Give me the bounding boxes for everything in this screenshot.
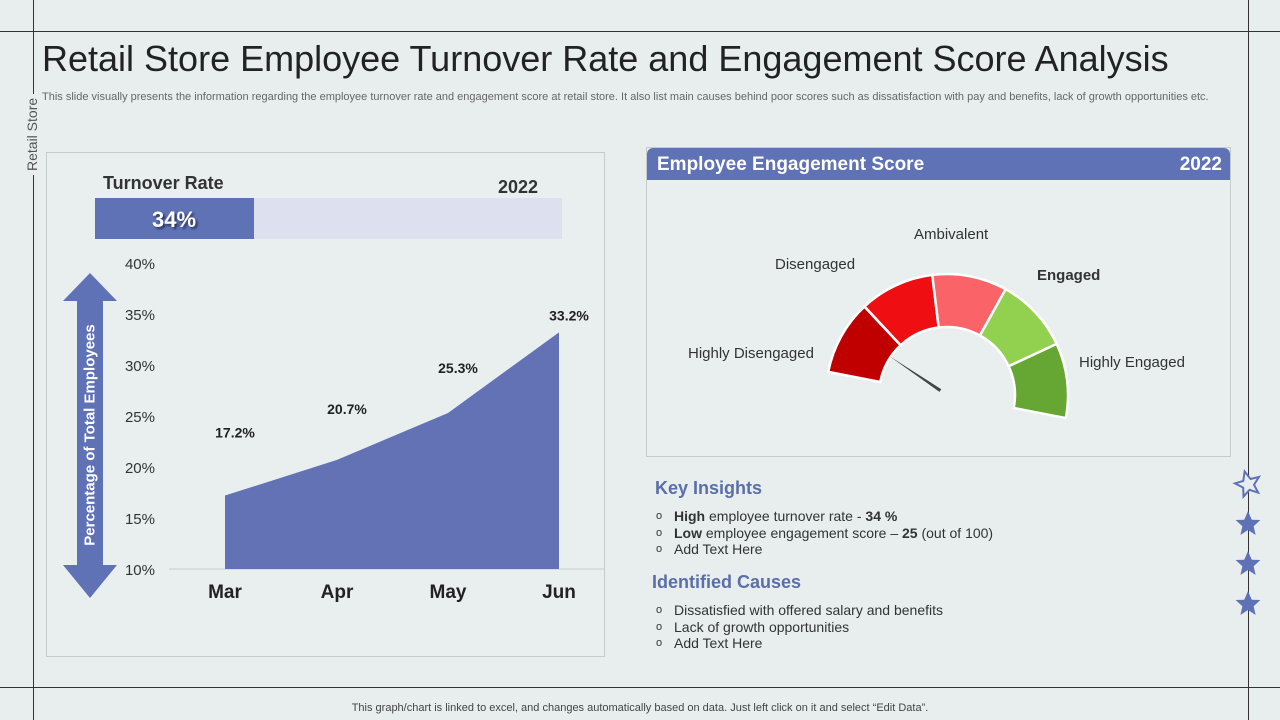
list-item: Add Text Here <box>654 541 993 558</box>
list-item: Dissatisfied with offered salary and ben… <box>654 602 943 619</box>
turnover-panel[interactable]: Turnover Rate 2022 34% Percentage of Tot… <box>46 152 605 657</box>
star-icon <box>1235 591 1261 615</box>
gauge-segment-highly-engaged[interactable] <box>1001 336 1079 420</box>
x-tick-label: May <box>430 582 467 603</box>
gauge-label-engaged: Engaged <box>1037 267 1101 284</box>
engagement-title: Employee Engagement Score <box>657 154 925 175</box>
gauge-label-ambivalent: Ambivalent <box>914 226 989 243</box>
y-tick-label: 35% <box>125 307 155 324</box>
list-item: Add Text Here <box>654 635 943 652</box>
turnover-year: 2022 <box>498 177 539 197</box>
rating-stars <box>1232 469 1262 615</box>
y-tick-label: 40% <box>125 256 155 273</box>
y-axis-arrow: Percentage of Total Employees <box>61 273 119 598</box>
frame-line-left <box>33 0 34 720</box>
key-insights-list: High employee turnover rate - 34 % Low e… <box>654 508 993 558</box>
engagement-header: Employee Engagement Score 2022 <box>647 148 1230 180</box>
star-outline-icon <box>1232 469 1262 500</box>
engagement-panel[interactable]: Employee Engagement Score 2022 Highly Di… <box>646 147 1231 457</box>
list-item: Low employee engagement score – 25 (out … <box>654 525 993 542</box>
engagement-year: 2022 <box>1179 154 1222 175</box>
star-icon <box>1235 551 1261 575</box>
engagement-gauge[interactable] <box>647 148 1230 456</box>
turnover-value: 34% <box>152 207 197 232</box>
data-label: 33.2% <box>549 307 589 323</box>
y-tick-label: 30% <box>125 358 155 375</box>
gauge-label-highly-engaged: Highly Engaged <box>1079 354 1185 371</box>
frame-line-top <box>0 31 1280 32</box>
frame-line-bottom <box>0 687 1280 688</box>
identified-causes-title: Identified Causes <box>652 572 802 592</box>
y-tick-label: 10% <box>125 562 155 579</box>
data-label: 25.3% <box>438 360 478 376</box>
frame-line-right <box>1248 0 1249 720</box>
area-series[interactable] <box>225 332 559 569</box>
turnover-area-chart[interactable]: 10% 15% 20% 25% 30% 35% 40% 17.2% 20.7% 25.3% 33.2… <box>47 153 604 656</box>
key-insights-title: Key Insights <box>655 478 763 498</box>
identified-causes-list: Dissatisfied with offered salary and ben… <box>654 602 943 652</box>
turnover-progress-bar: 34% <box>95 198 562 239</box>
footer-note: This graph/chart is linked to excel, and… <box>351 702 929 714</box>
star-icon <box>1235 511 1261 535</box>
side-label: Retail Store <box>24 93 40 175</box>
y-tick-label: 20% <box>125 460 155 477</box>
y-tick-label: 15% <box>125 511 155 528</box>
y-tick-label: 25% <box>125 409 155 426</box>
data-label: 17.2% <box>215 425 255 441</box>
list-item: High employee turnover rate - 34 % <box>654 508 993 525</box>
turnover-label: Turnover Rate <box>103 173 224 193</box>
x-tick-label: Apr <box>321 582 354 603</box>
slide-subtitle: This slide visually presents the informa… <box>42 91 1209 103</box>
data-label: 20.7% <box>327 401 367 417</box>
up-arrow-icon <box>63 273 117 598</box>
list-item: Lack of growth opportunities <box>654 619 943 636</box>
gauge-label-disengaged: Disengaged <box>775 256 856 273</box>
turnover-progress-fill <box>95 198 254 239</box>
x-tick-label: Jun <box>542 582 576 603</box>
x-tick-label: Mar <box>208 582 242 603</box>
slide-title: Retail Store Employee Turnover Rate and … <box>42 38 1169 79</box>
gauge-label-highly-disengaged: Highly Disengaged <box>688 345 814 362</box>
gauge-arc <box>826 272 1079 420</box>
gauge-needle <box>888 355 942 392</box>
